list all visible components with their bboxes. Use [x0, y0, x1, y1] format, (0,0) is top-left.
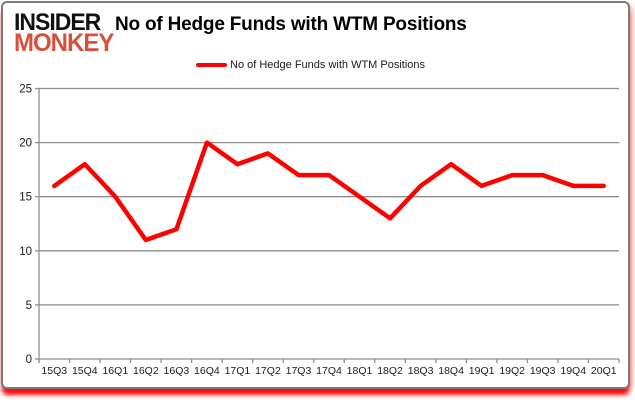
- x-axis-tick-label: 18Q4: [438, 365, 464, 377]
- y-axis-tick-label: 0: [26, 354, 32, 366]
- x-axis-tick-label: 20Q1: [591, 365, 617, 377]
- x-axis-tick-label: 18Q2: [377, 365, 403, 377]
- x-axis-tick-label: 19Q3: [530, 365, 556, 377]
- legend-line-swatch: [196, 63, 227, 67]
- x-axis-tick-label: 19Q1: [469, 365, 495, 377]
- x-axis-tick-label: 16Q4: [194, 365, 220, 377]
- x-axis-tick-label: 19Q4: [560, 365, 586, 377]
- x-axis-tick-label: 17Q1: [225, 365, 251, 377]
- chart-panel: INSIDER MONKEY No of Hedge Funds with WT…: [1, 1, 630, 389]
- x-axis-tick-label: 18Q1: [347, 365, 373, 377]
- legend-series-label: No of Hedge Funds with WTM Positions: [230, 59, 426, 71]
- x-axis-tick-label: 16Q2: [133, 365, 159, 377]
- x-axis-tick-label: 16Q1: [102, 365, 128, 377]
- insider-monkey-logo: INSIDER MONKEY: [14, 7, 114, 58]
- y-axis-tick-label: 20: [19, 138, 32, 150]
- chart-title: No of Hedge Funds with WTM Positions: [115, 14, 467, 35]
- x-axis-tick-label: 18Q3: [408, 365, 434, 377]
- x-axis-tick-label: 17Q4: [316, 365, 342, 377]
- y-axis-tick-label: 10: [19, 246, 32, 258]
- x-axis-tick-label: 19Q2: [499, 365, 525, 377]
- x-axis-tick-label: 15Q3: [41, 365, 67, 377]
- x-axis-tick-label: 15Q4: [72, 365, 98, 377]
- line-chart-plot: 0 5 10 15 20 25 15Q3 15Q4 16Q1 16Q2 16Q3 16Q4 17Q1 17…: [19, 84, 620, 377]
- y-axis-tick-label: 25: [19, 84, 32, 96]
- x-axis-tick-label: 17Q2: [255, 365, 281, 377]
- y-axis-tick-label: 5: [26, 300, 32, 312]
- logo-text-insider: INSIDER: [14, 7, 101, 36]
- legend: No of Hedge Funds with WTM Positions: [196, 57, 425, 73]
- y-axis-tick-label: 15: [19, 192, 32, 204]
- x-axis-tick-label: 17Q3: [286, 365, 312, 377]
- x-axis-tick-label: 16Q3: [164, 365, 190, 377]
- logo-text-monkey: MONKEY: [14, 28, 114, 58]
- data-series-line: [52, 140, 606, 243]
